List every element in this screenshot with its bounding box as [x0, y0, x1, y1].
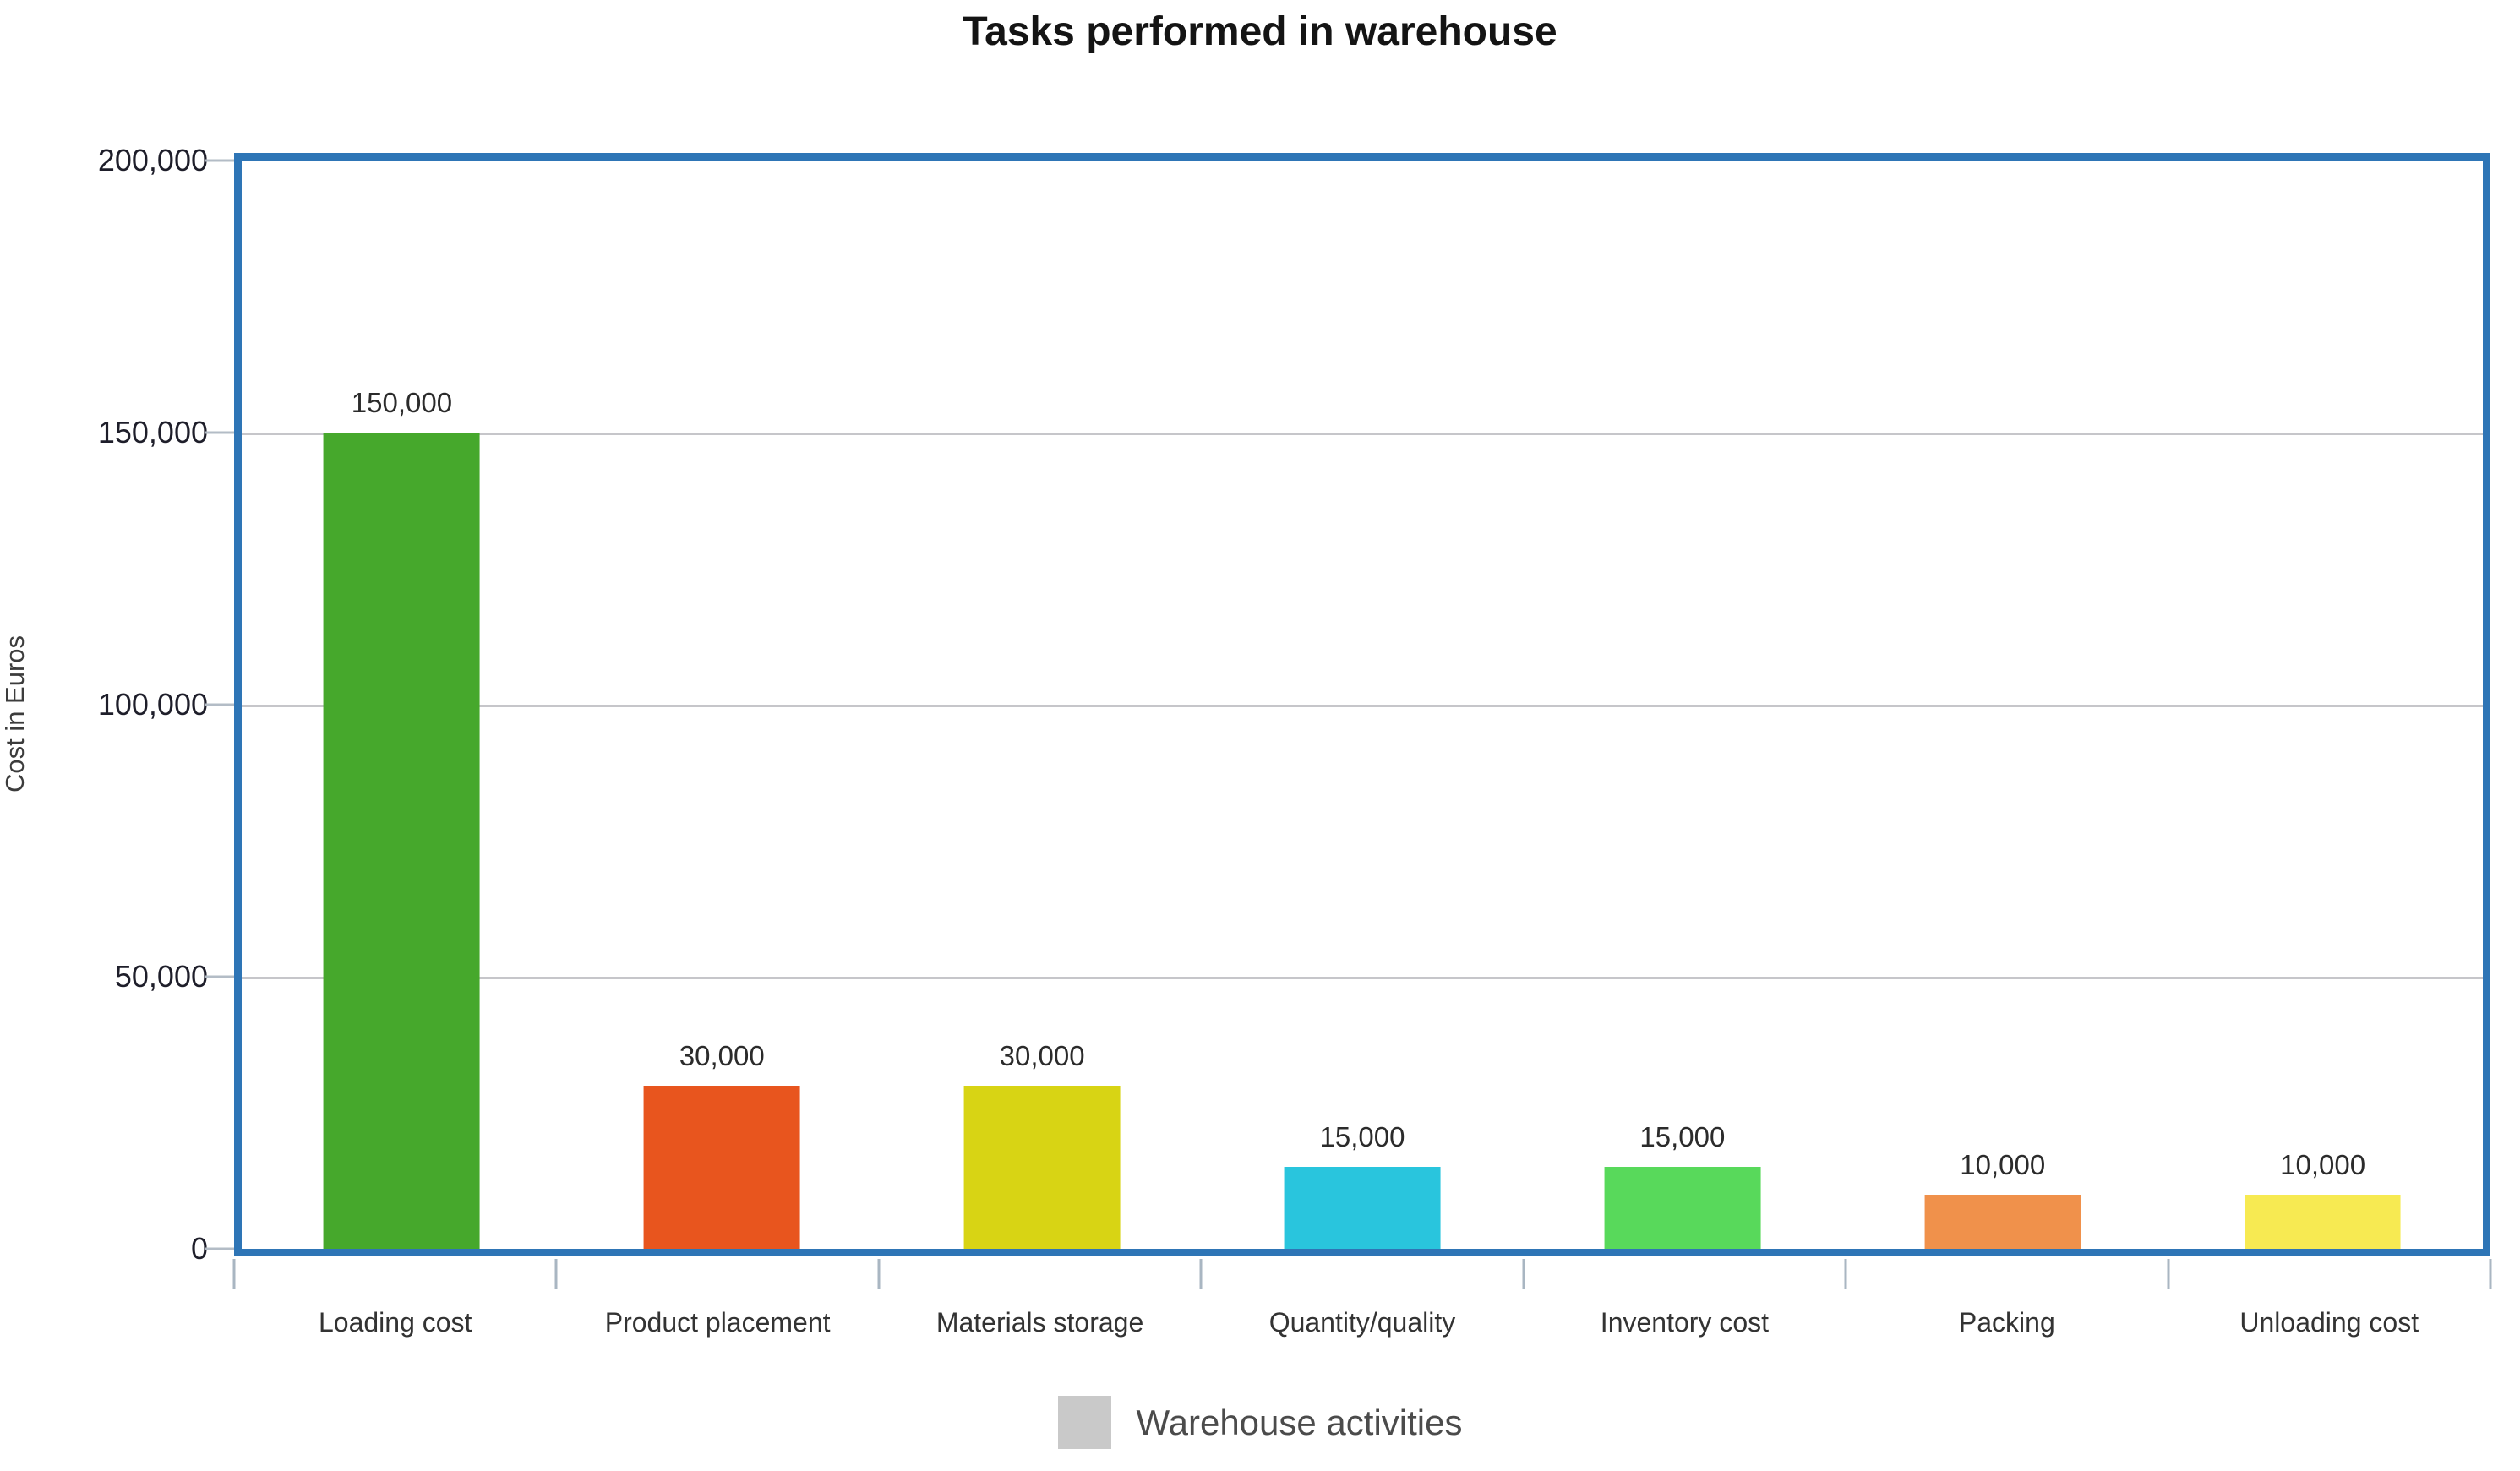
x-axis-category-labels: Loading cost Product placement Materials s… — [234, 1307, 2490, 1338]
gridline-150000 — [242, 433, 2483, 435]
plot-area: 150,000 30,000 30,000 15,000 15,000 10,000 10,… — [234, 153, 2490, 1256]
x-tick-mark — [232, 1259, 236, 1289]
chart-title: Tasks performed in warehouse — [963, 9, 1557, 54]
bar-column: 150,000 — [242, 161, 562, 1249]
legend-swatch — [1057, 1396, 1111, 1449]
bar-unloading-cost — [2245, 1194, 2402, 1249]
legend: Warehouse activities — [0, 1396, 2520, 1449]
x-category-label: Unloading cost — [2239, 1307, 2419, 1338]
x-tick-mark — [1199, 1259, 1203, 1289]
bar-packing — [1924, 1194, 2081, 1249]
y-tick-mark — [205, 1247, 235, 1250]
y-tick-label: 200,000 — [97, 143, 208, 177]
bar-value-label: 10,000 — [1960, 1148, 2046, 1180]
bar-column: 10,000 — [2163, 161, 2483, 1249]
gridline-100000 — [242, 705, 2483, 707]
bar-value-label: 30,000 — [679, 1039, 765, 1071]
gridline-50000 — [242, 977, 2483, 979]
bar-column: 15,000 — [1203, 161, 1523, 1249]
bar-loading-cost — [323, 433, 480, 1249]
x-category-label: Loading cost — [318, 1307, 472, 1338]
x-tick-mark — [1844, 1259, 1847, 1289]
x-tick-mark — [877, 1259, 881, 1289]
x-category-label: Quantity/quality — [1268, 1307, 1456, 1338]
bar-column: 30,000 — [882, 161, 1203, 1249]
legend-label: Warehouse activities — [1136, 1402, 1463, 1442]
y-axis-tick-labels: 200,000 150,000 100,000 50,000 0 — [0, 143, 208, 1266]
bar-value-label: 15,000 — [1319, 1121, 1405, 1153]
y-tick-label: 0 — [190, 1231, 208, 1266]
y-tick-mark — [205, 975, 235, 978]
bar-column: 15,000 — [1522, 161, 1842, 1249]
x-category-label: Product placement — [604, 1307, 831, 1338]
bar-product-placement — [643, 1085, 800, 1249]
bar-value-label: 150,000 — [351, 387, 453, 418]
y-tick-label: 50,000 — [114, 959, 208, 994]
x-tick-mark — [554, 1259, 558, 1289]
x-tick-mark — [2489, 1259, 2492, 1289]
y-tick-label: 150,000 — [97, 415, 208, 449]
y-axis-tick-marks — [0, 159, 237, 1250]
y-tick-label: 100,000 — [97, 687, 208, 722]
bar-column: 30,000 — [562, 161, 882, 1249]
x-tick-mark — [2167, 1259, 2170, 1289]
bar-column: 10,000 — [1842, 161, 2163, 1249]
bar-quantity-quality — [1284, 1167, 1441, 1249]
y-tick-mark — [205, 703, 235, 706]
x-axis-tick-marks — [232, 1259, 2492, 1289]
bar-value-label: 10,000 — [2280, 1148, 2366, 1180]
y-tick-mark — [205, 431, 235, 434]
plot-columns: 150,000 30,000 30,000 15,000 15,000 10,000 10,… — [242, 161, 2483, 1249]
bar-inventory-cost — [1604, 1167, 1761, 1249]
bar-value-label: 30,000 — [999, 1039, 1085, 1071]
y-tick-mark — [205, 159, 235, 162]
bar-value-label: 15,000 — [1639, 1121, 1726, 1153]
x-tick-mark — [1522, 1259, 1525, 1289]
x-category-label: Inventory cost — [1600, 1307, 1769, 1338]
x-category-label: Packing — [1958, 1307, 2055, 1338]
bar-materials-storage — [963, 1085, 1121, 1249]
x-category-label: Materials storage — [935, 1307, 1144, 1338]
